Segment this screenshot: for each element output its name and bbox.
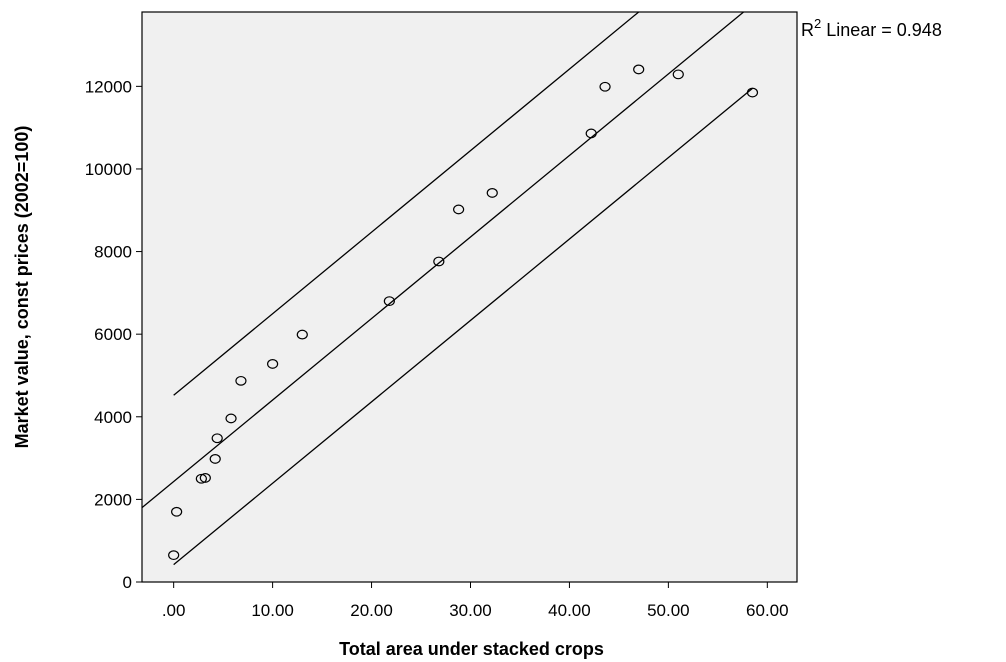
y-tick-label: 10000 (85, 160, 132, 179)
x-tick-label: 40.00 (548, 601, 591, 620)
fit-line-upper (173, 11, 640, 396)
y-tick-label: 6000 (94, 325, 132, 344)
data-point (211, 433, 223, 444)
data-point (633, 64, 645, 75)
fit-lines (141, 11, 753, 566)
data-point (585, 128, 597, 139)
x-axis-title: Total area under stacked crops (339, 639, 604, 659)
r-squared-annotation: R2 Linear = 0.948 (801, 16, 942, 40)
data-point (235, 375, 247, 386)
x-tick-label: 50.00 (647, 601, 690, 620)
data-point (433, 256, 445, 267)
y-tick-label: 0 (123, 573, 132, 592)
data-point (672, 69, 684, 80)
data-point (486, 188, 498, 198)
y-axis-title: Market value, const prices (2002=100) (12, 126, 32, 449)
r2-value: Linear = 0.948 (821, 20, 942, 40)
y-tick-label: 2000 (94, 490, 132, 509)
y-tick-label: 12000 (85, 77, 132, 96)
x-tick-label: 10.00 (251, 601, 294, 620)
data-point (195, 473, 207, 484)
x-tick-label: 20.00 (350, 601, 393, 620)
data-points (168, 64, 759, 561)
fit-line-fit (141, 11, 744, 509)
fit-line-lower (173, 87, 753, 566)
data-point (199, 473, 211, 483)
x-axis: .00 10.00 20.00 30.00 40.00 50.00 60.00 (162, 582, 789, 620)
x-tick-label: 30.00 (449, 601, 492, 620)
y-tick-label: 8000 (94, 243, 132, 262)
data-point (168, 550, 180, 561)
data-point (296, 329, 308, 340)
r2-superscript: 2 (814, 16, 821, 31)
data-point (209, 454, 221, 464)
r2-prefix: R (801, 20, 814, 40)
x-tick-label: 60.00 (746, 601, 789, 620)
data-point (267, 359, 279, 369)
data-point (225, 413, 237, 424)
x-tick-label: .00 (162, 601, 186, 620)
data-point (171, 506, 183, 517)
y-tick-label: 4000 (94, 408, 132, 427)
data-point (746, 87, 759, 98)
plot-area (141, 11, 798, 583)
data-point (383, 296, 395, 307)
y-axis: 0 2000 4000 6000 8000 10000 12000 (85, 77, 142, 592)
data-point (453, 204, 465, 215)
data-point (599, 81, 611, 92)
